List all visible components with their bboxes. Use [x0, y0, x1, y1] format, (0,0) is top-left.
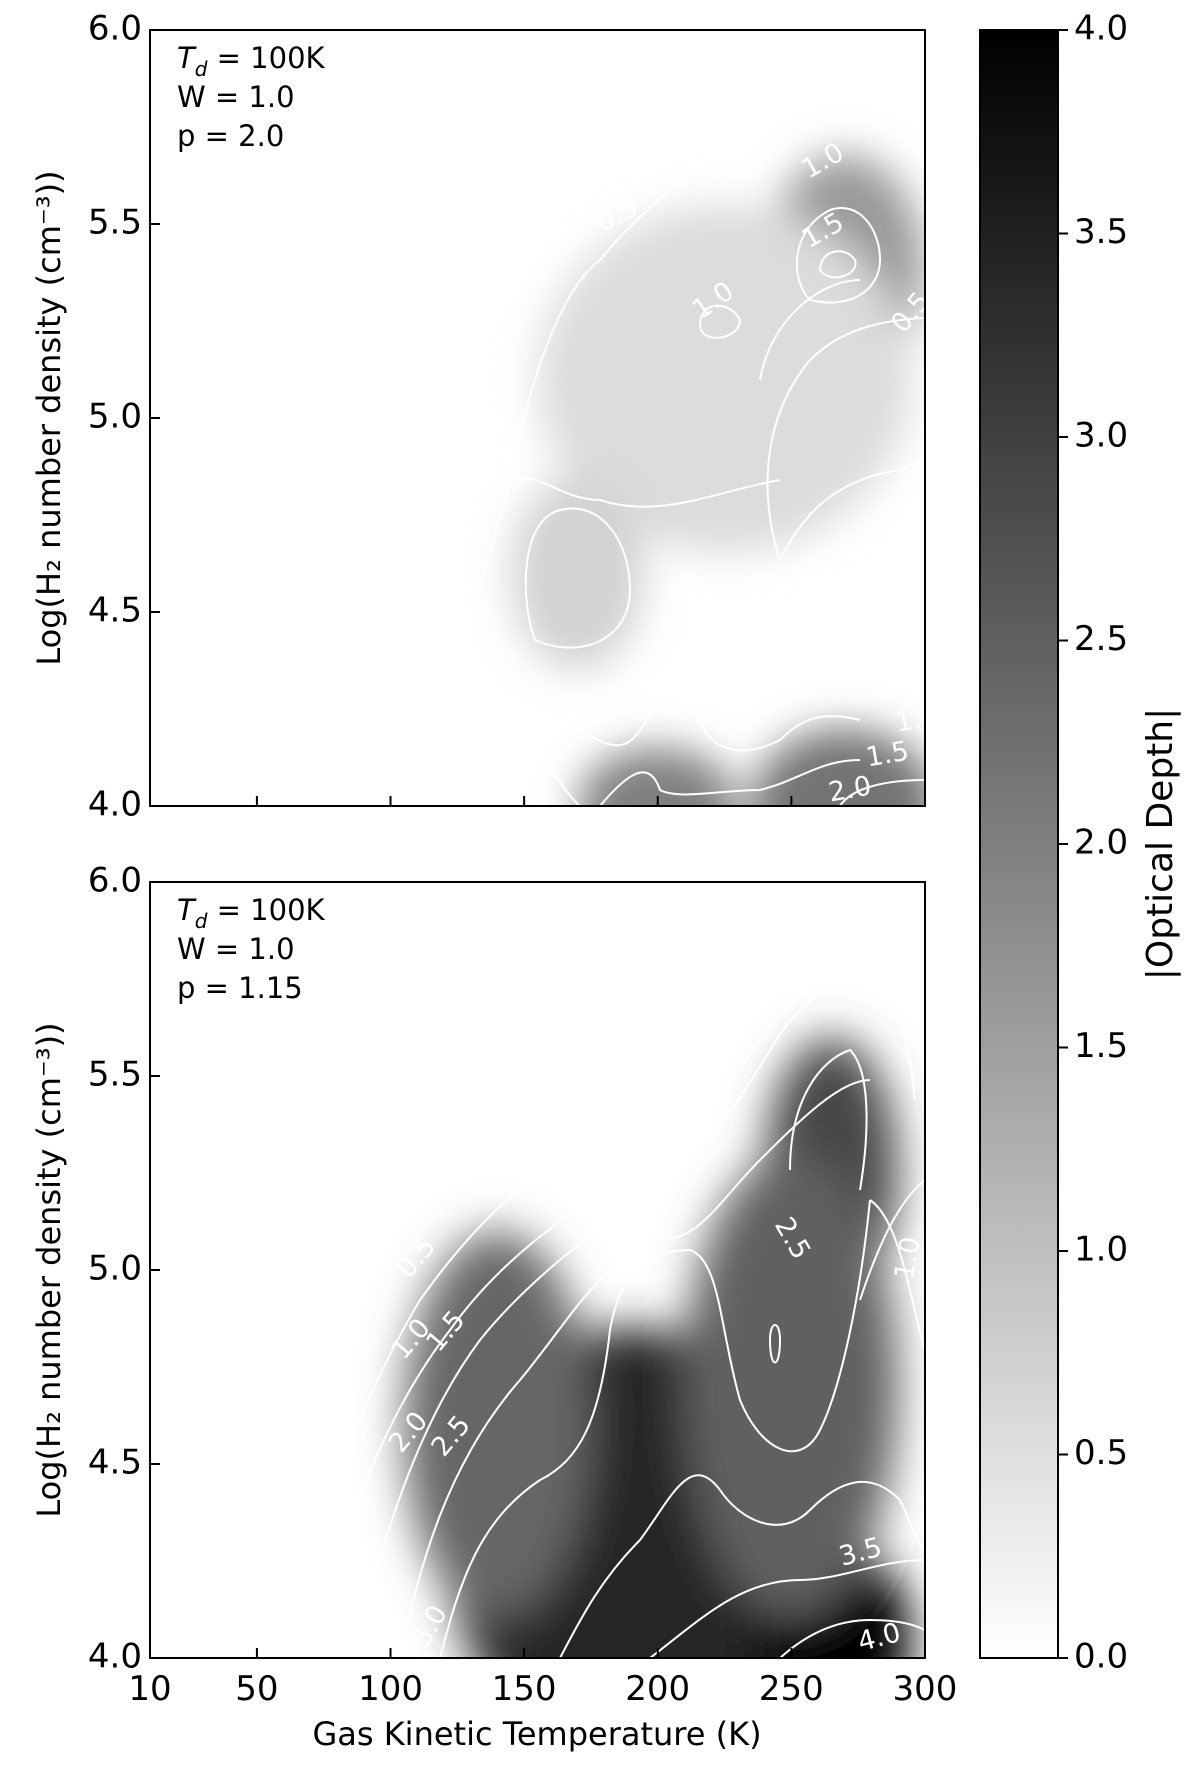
- top-w-note: W = 1.0: [177, 80, 295, 114]
- colorbar: 0.0 0.5 1.0 1.5 2.0 2.5 3.0 3.5 4.0 |Optical Dep…: [979, 9, 1181, 1677]
- bottom-heatmap: 0.51.01.52.02.52.5 1.03.53.0 4.0: [150, 882, 927, 1658]
- colorbar-tick-label-0: 0.0: [1074, 1637, 1128, 1677]
- bottom-y-tick-label-0: 4.0: [88, 1637, 142, 1677]
- bottom-p-note: p = 1.15: [177, 971, 303, 1005]
- bottom-hotspot-4: [684, 1153, 899, 1620]
- bottom-td-value: 100K: [250, 893, 325, 927]
- top-hotspot-3: [751, 728, 925, 806]
- bottom-y-tick-label-3: 5.5: [88, 1055, 142, 1095]
- bottom-field: [403, 1037, 912, 1658]
- top-p-note: p = 2.0: [177, 119, 284, 153]
- colorbar-label: |Optical Depth|: [1140, 708, 1181, 981]
- colorbar-tick-label-7: 3.5: [1074, 212, 1128, 252]
- top-y-tick-label-4: 6.0: [88, 9, 142, 49]
- colorbar-ticks: 0.0 0.5 1.0 1.5 2.0 2.5 3.0 3.5 4.0: [1058, 9, 1128, 1677]
- top-contour-label-6: 1.5: [864, 736, 912, 774]
- bottom-y-tick-label-2: 5.0: [88, 1249, 142, 1289]
- colorbar-tick-label-5: 2.5: [1074, 619, 1128, 659]
- bottom-y-axis-label: Log(H₂ number density (cm⁻³)): [30, 1022, 68, 1517]
- top-y-tick-label-1: 4.5: [88, 591, 142, 631]
- bottom-panel: 0.51.01.52.02.52.5 1.03.53.0 4.0 4.0 4.5 5.0…: [30, 861, 957, 1754]
- colorbar-gradient: [979, 29, 1059, 1659]
- top-y-tick-label-0: 4.0: [88, 785, 142, 825]
- top-y-tick-label-3: 5.5: [88, 203, 142, 243]
- top-hotspot-2: [510, 476, 645, 671]
- bottom-y-tick-label-1: 4.5: [88, 1443, 142, 1483]
- top-heatmap: 0.51.01.51.0 0.51.01.52.0: [150, 30, 941, 809]
- colorbar-tick-label-1: 0.5: [1074, 1433, 1128, 1473]
- bottom-x-tick-label-1: 50: [235, 1669, 278, 1709]
- top-td-value: 100K: [250, 41, 325, 75]
- bottom-x-ticks: 10 50 100 150 200 250 300: [128, 1648, 957, 1709]
- top-x-ticks: [149, 796, 926, 806]
- bottom-parameter-note: Td = 100K W = 1.0 p = 1.15: [177, 893, 326, 1005]
- colorbar-tick-label-3: 1.5: [1074, 1026, 1128, 1066]
- top-contours: [150, 79, 925, 806]
- top-y-ticks: 4.0 4.5 5.0 5.5 6.0: [88, 9, 160, 825]
- top-contour-label-7: 2.0: [826, 771, 874, 809]
- bottom-x-tick-label-6: 300: [893, 1669, 958, 1709]
- colorbar-tick-label-6: 3.0: [1074, 416, 1128, 456]
- top-hotspot-4: [577, 747, 738, 806]
- bottom-x-tick-label-4: 200: [625, 1669, 690, 1709]
- bottom-w-note: W = 1.0: [177, 932, 295, 966]
- colorbar-tick-label-8: 4.0: [1074, 9, 1128, 49]
- x-axis-label: Gas Kinetic Temperature (K): [312, 1715, 761, 1753]
- colorbar-tick-label-4: 2.0: [1074, 823, 1128, 863]
- bottom-y-ticks: 4.0 4.5 5.0 5.5 6.0: [88, 861, 160, 1677]
- bottom-x-tick-label-3: 150: [492, 1669, 557, 1709]
- bottom-x-tick-label-0: 10: [128, 1669, 171, 1709]
- top-contour-label-5: 1.0: [893, 701, 941, 739]
- bottom-y-tick-label-4: 6.0: [88, 861, 142, 901]
- colorbar-tick-label-2: 1.0: [1074, 1230, 1128, 1270]
- bottom-contours: [264, 899, 925, 1658]
- bottom-td-note: Td = 100K: [177, 893, 326, 933]
- top-td-note: Td = 100K: [177, 41, 326, 81]
- bottom-contour-label-6: 1.0: [889, 1234, 927, 1282]
- top-parameter-note: Td = 100K W = 1.0 p = 2.0: [177, 41, 326, 153]
- top-y-tick-label-2: 5.0: [88, 397, 142, 437]
- bottom-x-tick-label-5: 250: [759, 1669, 824, 1709]
- top-y-axis-label: Log(H₂ number density (cm⁻³)): [30, 170, 68, 665]
- top-panel: 0.51.01.51.0 0.51.01.52.0 4.0 4.5 5.0 5.5 6.0…: [30, 9, 941, 825]
- bottom-x-tick-label-2: 100: [358, 1669, 423, 1709]
